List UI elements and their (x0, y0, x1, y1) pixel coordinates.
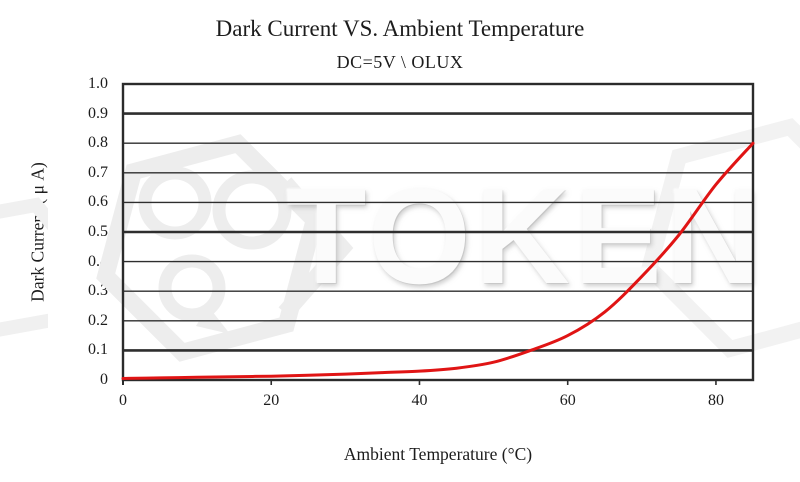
hexagon-watermark-icon (0, 197, 48, 337)
y-tick-label: 0.8 (88, 134, 108, 152)
x-tick-label: 0 (119, 392, 127, 409)
plot-frame (121, 82, 755, 382)
y-tick-label: 1.0 (88, 75, 108, 92)
y-tick-label: 0.3 (88, 282, 108, 300)
x-tick-label: 20 (263, 392, 280, 409)
dark-current-curve (121, 141, 755, 380)
chart-title: Dark Current VS. Ambient Temperature (215, 16, 585, 41)
watermark-text: TOKEN (286, 160, 765, 312)
y-tick-label: 0.2 (88, 311, 108, 329)
y-tick-label: 0.5 (88, 223, 108, 240)
y-tick-label: 0.7 (88, 163, 108, 181)
x-tick-label: 40 (411, 392, 428, 409)
x-tick-label: 80 (707, 392, 724, 409)
y-tick-label: 0.9 (88, 104, 108, 122)
x-axis-title: Ambient Temperature (°C) (343, 444, 533, 464)
y-tick-label: 0 (100, 371, 108, 388)
y-tick-label: 0.1 (88, 341, 108, 359)
x-tick-label: 60 (559, 392, 576, 409)
y-tick-label: 0.6 (88, 193, 108, 211)
chart-subtitle: DC=5V \ OLUX (336, 52, 464, 72)
